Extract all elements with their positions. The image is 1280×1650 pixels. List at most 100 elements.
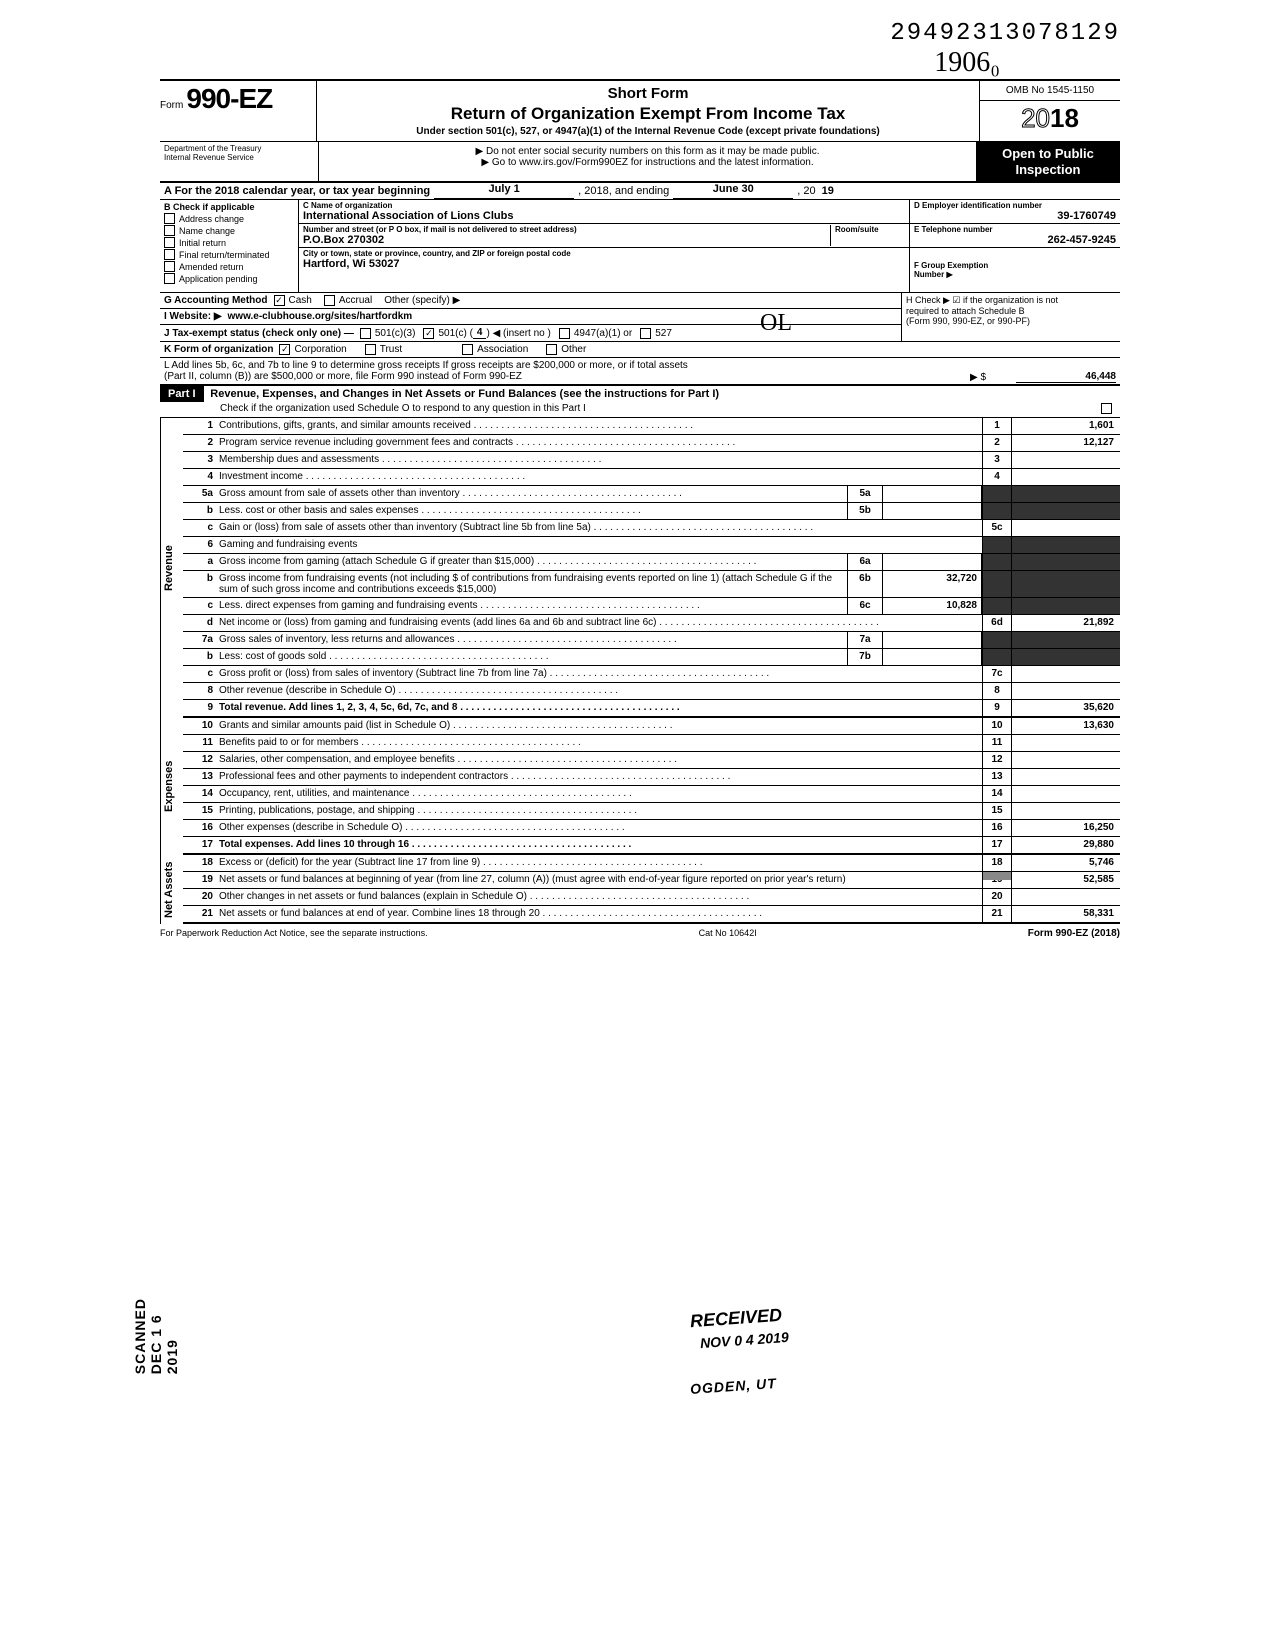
ln10-text: Grants and similar amounts paid (list in… <box>219 718 982 734</box>
cb-corporation[interactable]: ✓ <box>279 344 290 355</box>
expenses-label: Expenses <box>160 718 183 855</box>
ln6d-val: 21,892 <box>1011 615 1120 631</box>
ln5b-val <box>883 503 982 519</box>
ln7c-val <box>1011 666 1120 682</box>
ln6a-num: a <box>183 554 219 570</box>
footer-cat: Cat No 10642I <box>699 928 757 939</box>
cb-schedule-o[interactable] <box>1101 403 1112 414</box>
room-suite-label: Room/suite <box>835 225 905 234</box>
cb-initial-return[interactable] <box>164 237 175 248</box>
cb-amended-return[interactable] <box>164 261 175 272</box>
lbl-trust: Trust <box>380 344 402 355</box>
ln20-box: 20 <box>982 889 1011 905</box>
ln2-text: Program service revenue including govern… <box>219 435 982 451</box>
cb-501c[interactable]: ✓ <box>423 328 434 339</box>
lbl-application-pending: Application pending <box>179 274 258 284</box>
ogden-stamp: OGDEN, UT <box>690 1375 778 1397</box>
shaded-cell <box>1011 571 1120 597</box>
ln6d-box: 6d <box>982 615 1011 631</box>
ln7b-num: b <box>183 649 219 665</box>
ln4-box: 4 <box>982 469 1011 485</box>
shaded-cell <box>1011 554 1120 570</box>
lbl-final-return: Final return/terminated <box>179 250 270 260</box>
ln10-box: 10 <box>982 718 1011 734</box>
website: www.e-clubhouse.org/sites/hartfordkm <box>228 311 413 322</box>
ln12-text: Salaries, other compensation, and employ… <box>219 752 982 768</box>
shaded-cell <box>1011 598 1120 614</box>
col-c-name-label: C Name of organization <box>303 201 905 210</box>
ln14-box: 14 <box>982 786 1011 802</box>
row-k-label: K Form of organization <box>164 344 273 355</box>
cb-association[interactable] <box>462 344 473 355</box>
tax-year-yr: 19 <box>820 183 842 199</box>
cb-other-org[interactable] <box>546 344 557 355</box>
lbl-address-change: Address change <box>179 214 244 224</box>
ln5b-box: 5b <box>847 503 883 519</box>
shaded-cell <box>982 598 1011 614</box>
ln13-box: 13 <box>982 769 1011 785</box>
instruction-2: ▶ Go to www.irs.gov/Form990EZ for instru… <box>323 157 972 168</box>
cb-accrual[interactable] <box>324 295 335 306</box>
ln15-text: Printing, publications, postage, and shi… <box>219 803 982 819</box>
cb-final-return[interactable] <box>164 249 175 260</box>
ln11-text: Benefits paid to or for members <box>219 735 982 751</box>
ln17-text: Total expenses. Add lines 10 through 16 <box>219 837 982 853</box>
row-a-suffix: , 20 <box>793 183 819 199</box>
cb-cash[interactable]: ✓ <box>274 295 285 306</box>
tax-year-begin: July 1 <box>434 183 574 199</box>
cb-527[interactable] <box>640 328 651 339</box>
year-prefix: 20 <box>1021 103 1050 133</box>
lbl-501c: 501(c) ( <box>438 328 472 339</box>
ln17-box: 17 <box>982 837 1011 853</box>
ln15-num: 15 <box>183 803 219 819</box>
footer-left: For Paperwork Reduction Act Notice, see … <box>160 928 428 939</box>
col-c-addr-label: Number and street (or P O box, if mail i… <box>303 225 830 234</box>
ln7b-val <box>883 649 982 665</box>
ln6b-num: b <box>183 571 219 597</box>
ln18-val: 5,746 <box>1011 855 1120 871</box>
ln1-box: 1 <box>982 418 1011 434</box>
ln19-val: 52,585 <box>1011 872 1120 888</box>
ln9-num: 9 <box>183 700 219 716</box>
ln17-val: 29,880 <box>1011 837 1120 853</box>
ln16-val: 16,250 <box>1011 820 1120 836</box>
gross-receipts: 46,448 <box>1016 371 1116 383</box>
ln7b-box: 7b <box>847 649 883 665</box>
ln12-val <box>1011 752 1120 768</box>
row-l-text: L Add lines 5b, 6c, and 7b to line 9 to … <box>164 360 688 382</box>
ln5a-num: 5a <box>183 486 219 502</box>
ln14-text: Occupancy, rent, utilities, and maintena… <box>219 786 982 802</box>
ln7c-text: Gross profit or (loss) from sales of inv… <box>219 666 982 682</box>
org-city: Hartford, Wi 53027 <box>303 258 905 270</box>
ln7a-num: 7a <box>183 632 219 648</box>
cb-trust[interactable] <box>365 344 376 355</box>
lbl-association: Association <box>477 344 528 355</box>
ln13-text: Professional fees and other payments to … <box>219 769 982 785</box>
ln2-num: 2 <box>183 435 219 451</box>
ln7b-text: Less: cost of goods sold <box>219 649 847 665</box>
scanned-stamp: SCANNED DEC 1 6 2019 <box>132 1298 180 1374</box>
ln11-num: 11 <box>183 735 219 751</box>
open-to-public: Open to Public Inspection <box>976 142 1120 181</box>
cb-address-change[interactable] <box>164 213 175 224</box>
ln4-text: Investment income <box>219 469 982 485</box>
cb-name-change[interactable] <box>164 225 175 236</box>
ln5c-text: Gain or (loss) from sale of assets other… <box>219 520 982 536</box>
ln15-val <box>1011 803 1120 819</box>
cb-501c3[interactable] <box>360 328 371 339</box>
ln21-text: Net assets or fund balances at end of ye… <box>219 906 982 922</box>
omb-number: OMB No 1545-1150 <box>980 81 1120 101</box>
cb-application-pending[interactable] <box>164 273 175 284</box>
handwritten-code: 1906₀ <box>160 47 1000 79</box>
shaded-cell <box>1011 486 1120 502</box>
ln18-box: 18 <box>982 855 1011 871</box>
ln8-val <box>1011 683 1120 699</box>
ln16-text: Other expenses (describe in Schedule O) <box>219 820 982 836</box>
ln21-val: 58,331 <box>1011 906 1120 922</box>
ln10-num: 10 <box>183 718 219 734</box>
shaded-cell <box>1011 537 1120 553</box>
ln19-box: 19 <box>982 872 1011 888</box>
ln6b-text: Gross income from fundraising events (no… <box>219 571 847 597</box>
cb-4947[interactable] <box>559 328 570 339</box>
netassets-label: Net Assets <box>160 855 183 924</box>
